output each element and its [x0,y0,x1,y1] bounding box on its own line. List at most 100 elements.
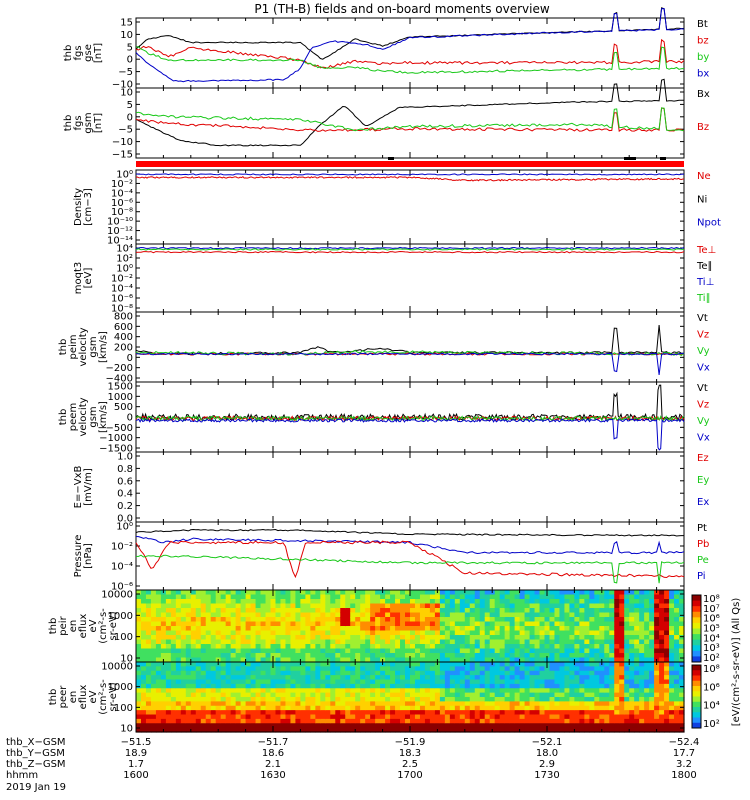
legend-entry: Ti⊥ [696,277,714,288]
electron-spectrogram-cell [649,666,655,672]
electron-spectrogram-cell [484,714,491,720]
ion-spectrogram-cell [679,603,685,609]
ion-spectrogram-cell [405,612,411,618]
ion-spectrogram-cell [380,612,386,618]
ion-spectrogram-cell [594,594,600,600]
ion-spectrogram-cell [355,612,361,618]
electron-spectrogram-cell [619,683,625,689]
ion-spectrogram-cell [175,612,182,618]
electron-spectrogram-cell [300,718,306,724]
ion-spectrogram-cell [340,644,346,650]
ion-spectrogram-cell [644,630,650,636]
electron-spectrogram-cell [514,697,521,702]
electron-spectrogram-cell [145,683,152,689]
ion-spectrogram-cell [669,608,675,614]
electron-spectrogram-cell [574,697,580,702]
electron-spectrogram-cell [345,710,351,716]
ion-spectrogram-cell [380,603,386,609]
ion-spectrogram-cell [410,612,416,618]
ion-spectrogram-cell [444,657,451,663]
ion-spectrogram-cell [265,653,272,659]
electron-spectrogram-cell [170,705,177,711]
colorbar-cell [692,653,701,657]
electron-spectrogram-cell [484,697,491,702]
ion-spectrogram-cell [330,630,336,636]
electron-spectrogram-cell [629,714,635,720]
electron-spectrogram-cell [195,683,202,689]
ion-spectrogram-cell [554,594,561,600]
ion-spectrogram-cell [365,653,371,659]
electron-spectrogram-cell [454,692,461,698]
electron-spectrogram-cell [564,683,571,689]
ion-spectrogram-cell [400,599,406,605]
electron-spectrogram-cell [569,710,575,716]
ion-spectrogram-cell [634,644,640,650]
ion-spectrogram-cell [270,603,277,609]
ion-spectrogram-cell [449,630,456,636]
electron-spectrogram-cell [395,666,401,672]
ion-spectrogram-cell [230,639,237,645]
y-tick-label: 10 [120,724,133,735]
ion-spectrogram-cell [405,639,411,645]
ion-spectrogram-cell [210,617,217,623]
x-tick-label: 1630 [260,770,285,781]
ion-spectrogram-cell [544,603,551,609]
electron-spectrogram-cell [225,683,232,689]
ion-spectrogram-cell [185,639,192,645]
electron-spectrogram-cell [504,675,511,681]
ion-spectrogram-cell [449,612,456,618]
ion-spectrogram-cell [654,648,660,654]
ion-spectrogram-cell [295,644,301,650]
electron-spectrogram-cell [524,697,531,702]
ion-spectrogram-cell [410,626,416,632]
electron-spectrogram-cell [639,701,645,707]
ion-spectrogram-cell [524,626,531,632]
ion-spectrogram-cell [350,644,356,650]
bz-trace [135,38,685,69]
ion-spectrogram-cell [459,630,466,636]
ion-spectrogram-cell [285,617,292,623]
ion-spectrogram-cell [454,657,461,663]
electron-spectrogram-cell [260,662,267,667]
ion-spectrogram-cell [150,657,157,663]
electron-spectrogram-cell [619,688,625,694]
legend-entry: Bz [697,122,709,133]
electron-spectrogram-cell [509,727,516,733]
ion-spectrogram-cell [569,608,575,614]
ion-spectrogram-cell [175,644,182,650]
ion-spectrogram-cell [444,612,451,618]
electron-spectrogram-cell [569,701,575,707]
ion-spectrogram-cell [300,639,306,645]
ion-spectrogram-cell [330,653,336,659]
electron-spectrogram-cell [180,701,187,707]
electron-spectrogram-cell [439,718,446,724]
ion-spectrogram-cell [350,612,356,618]
ion-spectrogram-cell [634,657,640,663]
ion-spectrogram-cell [210,621,217,627]
ion-spectrogram-cell [514,630,521,636]
electron-spectrogram-cell [305,662,311,667]
ion-spectrogram-cell [484,603,491,609]
ion-spectrogram-cell [245,599,252,605]
ion-spectrogram-cell [559,603,566,609]
electron-spectrogram-cell [220,710,227,716]
electron-spectrogram-cell [250,705,257,711]
ion-spectrogram-cell [345,599,351,605]
ion-spectrogram-cell [539,626,546,632]
electron-spectrogram-cell [335,718,341,724]
electron-spectrogram-cell [644,675,650,681]
electron-spectrogram-cell [624,688,630,694]
ion-spectrogram-cell [644,635,650,641]
ion-spectrogram-cell [649,617,655,623]
ion-spectrogram-cell [405,657,411,663]
ion-spectrogram-cell [410,617,416,623]
electron-spectrogram-cell [140,662,147,667]
ion-spectrogram-cell [185,590,192,596]
electron-spectrogram-cell [519,679,526,685]
ion-spectrogram-cell [320,653,326,659]
electron-spectrogram-cell [390,670,396,676]
electron-spectrogram-cell [509,683,516,689]
ion-spectrogram-cell [449,653,456,659]
electron-spectrogram-cell [410,697,416,702]
